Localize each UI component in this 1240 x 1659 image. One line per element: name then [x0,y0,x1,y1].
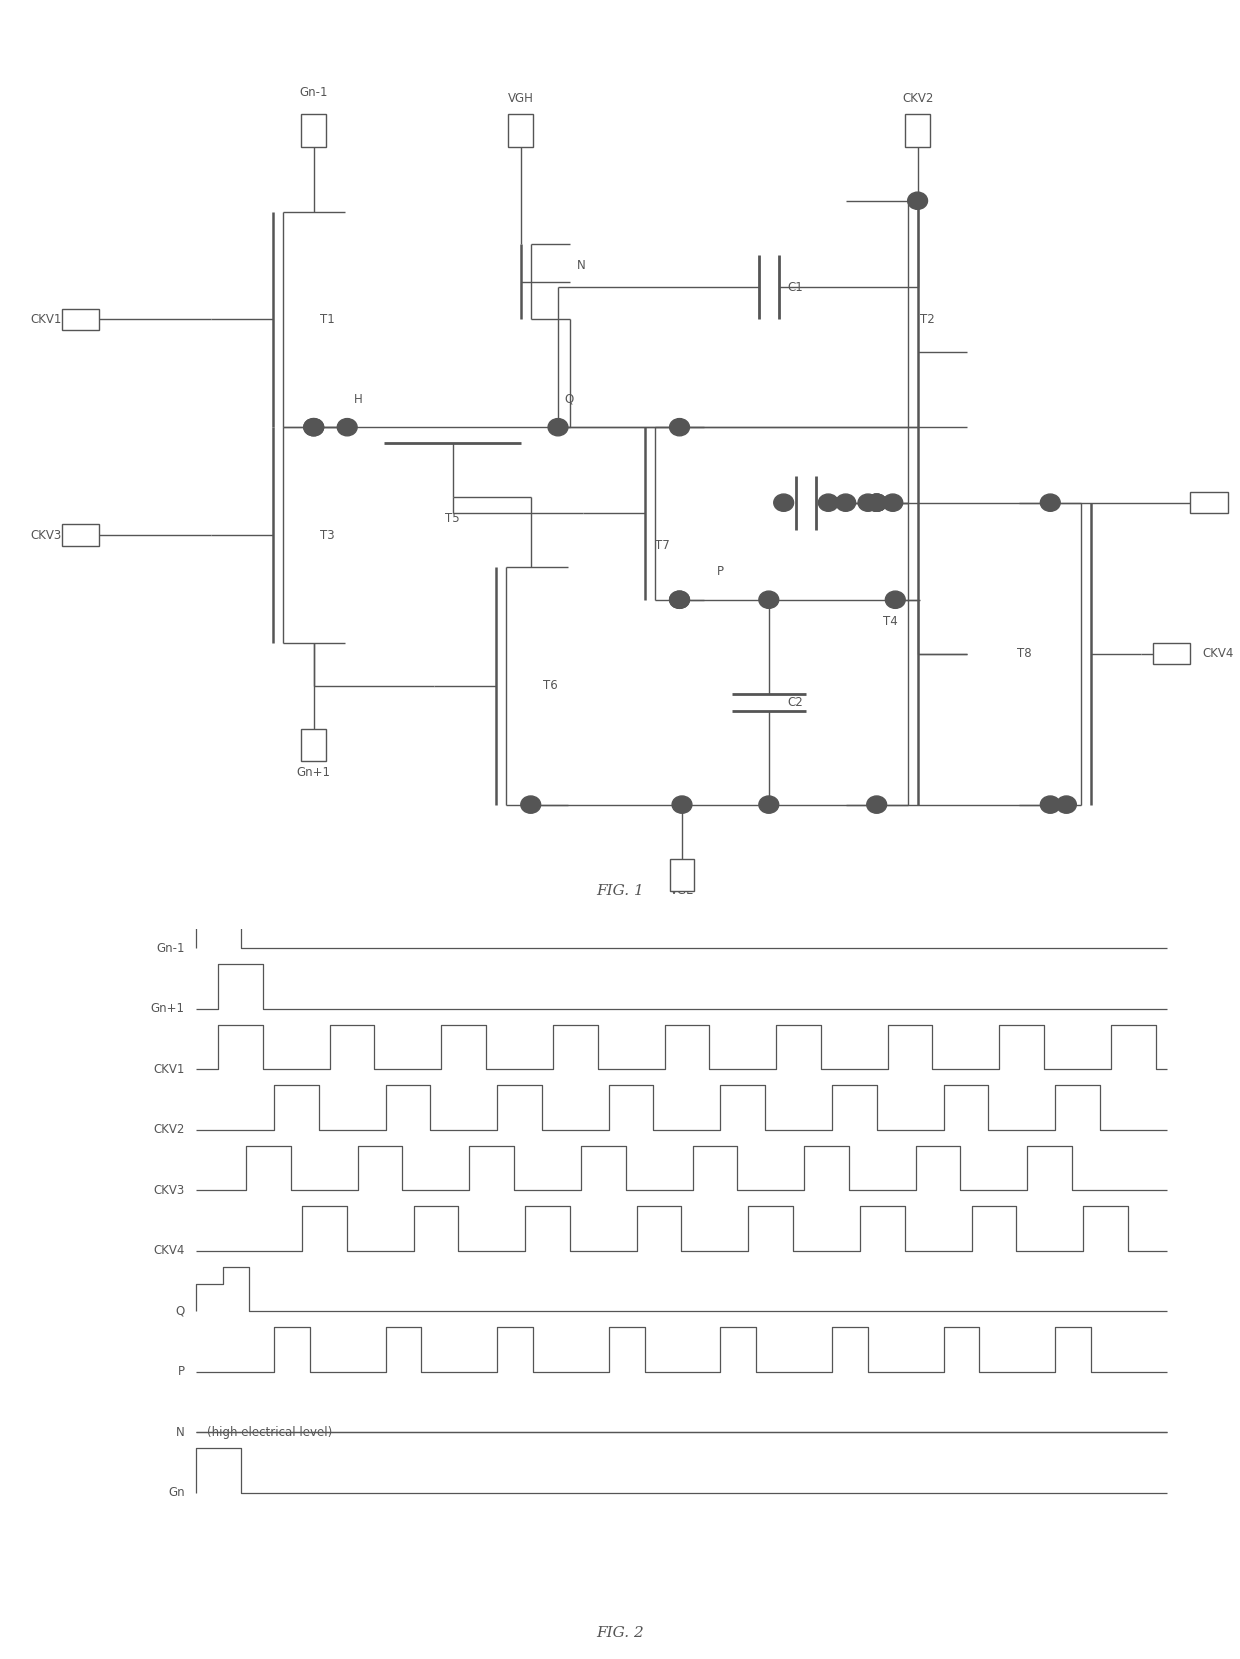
Circle shape [867,494,887,511]
Text: T1: T1 [320,314,335,325]
Text: CKV3: CKV3 [31,529,62,541]
Circle shape [670,591,689,609]
Bar [1190,491,1228,514]
Circle shape [1040,494,1060,511]
Text: T2: T2 [920,314,935,325]
Circle shape [836,494,856,511]
Text: N: N [577,259,585,272]
Text: T4: T4 [883,615,898,627]
Circle shape [521,796,541,813]
Text: FIG. 1: FIG. 1 [596,884,644,898]
Text: Q: Q [564,393,573,405]
Circle shape [908,192,928,209]
Text: VGL: VGL [670,884,694,898]
Bar [301,114,326,148]
Text: C3: C3 [825,496,841,509]
Text: CKV1: CKV1 [31,314,62,325]
Circle shape [670,418,689,436]
Circle shape [867,796,887,813]
Text: Q: Q [176,1304,185,1317]
Circle shape [670,591,689,609]
Text: T3: T3 [320,529,335,541]
Circle shape [548,418,568,436]
Text: CKV4: CKV4 [1203,647,1234,660]
Circle shape [337,418,357,436]
Circle shape [858,494,878,511]
Bar [670,859,694,891]
Text: (high electrical level): (high electrical level) [207,1425,332,1438]
Text: H: H [353,393,362,405]
Text: C2: C2 [787,695,804,708]
Text: T7: T7 [655,539,670,552]
Text: Gn-1: Gn-1 [156,942,185,954]
Text: T5: T5 [445,513,460,526]
Circle shape [818,494,838,511]
Circle shape [867,494,887,511]
Text: Gn+1: Gn+1 [151,1002,185,1015]
Bar [301,730,326,761]
Text: CKV1: CKV1 [154,1063,185,1075]
Text: CKV2: CKV2 [901,91,934,105]
Text: P: P [177,1365,185,1379]
Text: C1: C1 [787,280,804,294]
Text: N: N [176,1425,185,1438]
Circle shape [885,591,905,609]
Circle shape [759,796,779,813]
Text: CKV3: CKV3 [154,1183,185,1196]
Bar [62,309,99,330]
Text: CKV2: CKV2 [154,1123,185,1136]
Text: Gn: Gn [169,1486,185,1500]
Circle shape [672,796,692,813]
Text: FIG. 2: FIG. 2 [596,1626,644,1639]
Circle shape [1056,796,1076,813]
Text: CKV4: CKV4 [154,1244,185,1258]
Circle shape [304,418,324,436]
Bar [1153,642,1190,664]
Circle shape [883,494,903,511]
Circle shape [867,494,887,511]
Text: T6: T6 [543,680,558,692]
Text: Gn+1: Gn+1 [296,766,331,778]
Bar [508,114,533,148]
Text: P: P [717,566,724,579]
Text: Gn-1: Gn-1 [300,86,327,100]
Circle shape [1040,796,1060,813]
Bar [905,114,930,148]
Circle shape [304,418,324,436]
Circle shape [759,591,779,609]
Bar [62,524,99,546]
Circle shape [774,494,794,511]
Text: VGH: VGH [508,91,533,105]
Text: T8: T8 [1017,647,1032,660]
